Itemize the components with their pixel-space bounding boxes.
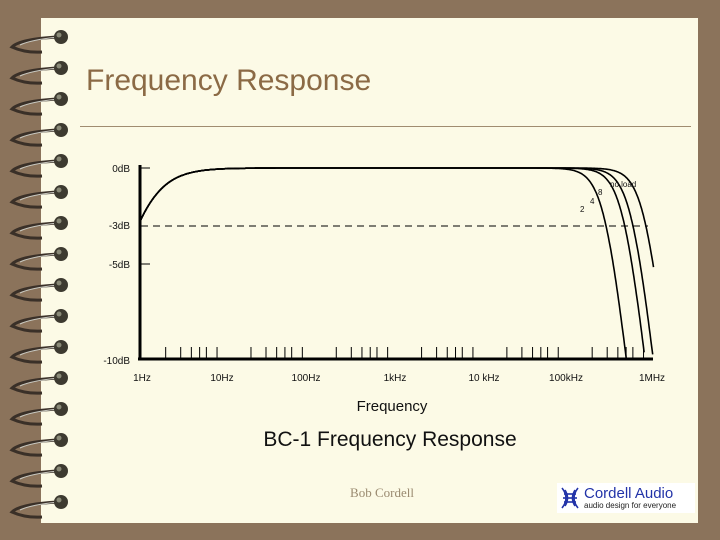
chart-title: BC-1 Frequency Response bbox=[263, 428, 517, 451]
x-ticks bbox=[165, 347, 645, 359]
binding-ring bbox=[9, 61, 68, 85]
curve-4-ohm bbox=[139, 167, 645, 353]
response-curves bbox=[139, 167, 655, 359]
logo-tagline: audio design for everyone bbox=[584, 501, 677, 510]
binding-ring bbox=[9, 402, 68, 426]
svg-text:1MHz: 1MHz bbox=[639, 373, 665, 384]
label-8-ohm: 8 bbox=[598, 188, 603, 197]
svg-text:1kHz: 1kHz bbox=[384, 373, 407, 384]
curve-2-ohm bbox=[139, 167, 627, 359]
x-axis-label: Frequency bbox=[356, 398, 428, 415]
y-ticks bbox=[140, 167, 150, 265]
author-name: Bob Cordell bbox=[350, 485, 414, 500]
label-4-ohm: 4 bbox=[590, 197, 595, 206]
svg-text:10 kHz: 10 kHz bbox=[468, 373, 499, 384]
label-2-ohm: 2 bbox=[580, 205, 585, 214]
title-divider bbox=[80, 126, 691, 127]
logo-name: Cordell Audio bbox=[584, 485, 674, 502]
svg-text:100kHz: 100kHz bbox=[549, 373, 583, 384]
binding-ring bbox=[9, 30, 68, 54]
binding-ring bbox=[9, 92, 68, 116]
spiral-binding bbox=[9, 30, 68, 519]
y-tick-10db: -10dB bbox=[103, 356, 130, 367]
binding-ring bbox=[9, 495, 68, 519]
binding-ring bbox=[9, 340, 68, 364]
binding-ring bbox=[9, 123, 68, 147]
label-no-load: no load bbox=[610, 180, 636, 189]
binding-ring bbox=[9, 433, 68, 457]
binding-ring bbox=[9, 278, 68, 302]
binding-ring bbox=[9, 309, 68, 333]
curve-8-ohm bbox=[139, 167, 654, 355]
binding-ring bbox=[9, 216, 68, 240]
x-tick-labels: 1Hz 10Hz 100Hz 1kHz 10 kHz 100kHz 1MHz bbox=[133, 373, 665, 384]
slide-title: Frequency Response bbox=[86, 64, 372, 97]
y-tick-0db: 0dB bbox=[112, 164, 130, 175]
binding-ring bbox=[9, 371, 68, 395]
binding-ring bbox=[9, 247, 68, 271]
svg-text:10Hz: 10Hz bbox=[210, 373, 233, 384]
binding-ring bbox=[9, 464, 68, 488]
speaker-waves-icon bbox=[561, 487, 579, 509]
y-tick-labels: 0dB -3dB -5dB -10dB bbox=[103, 164, 130, 367]
svg-text:100Hz: 100Hz bbox=[292, 373, 321, 384]
slide-page bbox=[41, 18, 698, 523]
svg-text:1Hz: 1Hz bbox=[133, 373, 151, 384]
y-tick-3db: -3dB bbox=[109, 221, 130, 232]
binding-ring bbox=[9, 185, 68, 209]
y-tick-5db: -5dB bbox=[109, 260, 130, 271]
binding-ring bbox=[9, 154, 68, 178]
cordell-audio-logo: Cordell Audio audio design for everyone bbox=[557, 483, 695, 513]
curve-labels: no load 8 4 2 bbox=[580, 180, 636, 214]
curve-no-load bbox=[139, 167, 655, 268]
